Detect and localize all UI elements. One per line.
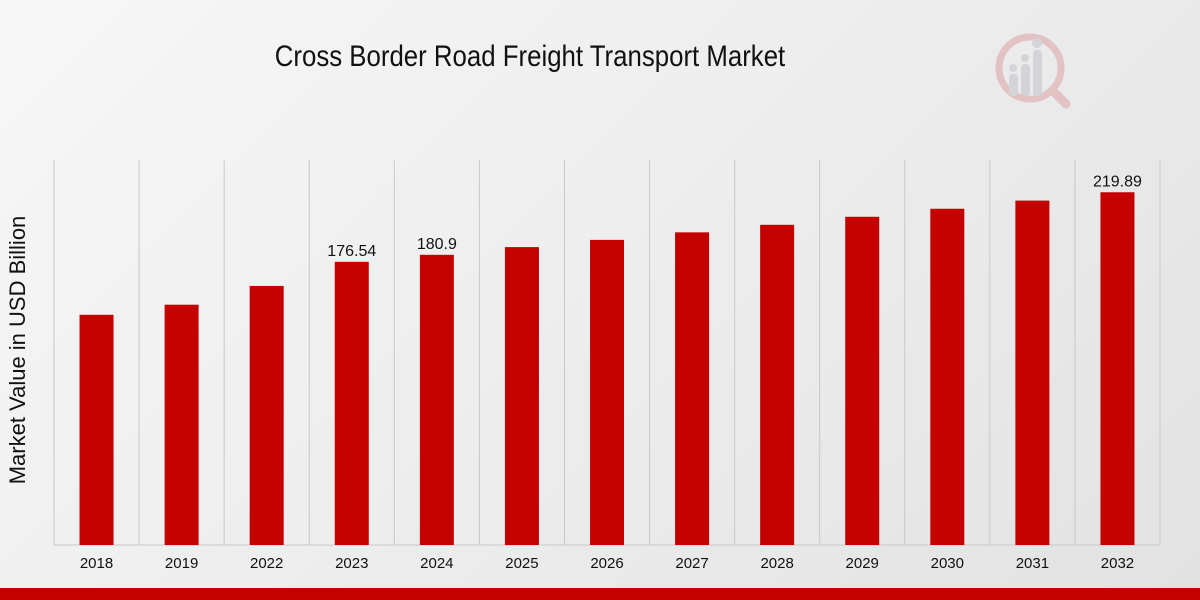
x-tick-label: 2024 bbox=[420, 555, 453, 572]
data-label-2023: 176.54 bbox=[327, 243, 376, 260]
x-tick-label: 2025 bbox=[505, 555, 538, 572]
x-tick-label: 2028 bbox=[760, 555, 793, 572]
chart-title: Cross Border Road Freight Transport Mark… bbox=[274, 40, 786, 73]
bar-2032 bbox=[1100, 192, 1135, 545]
x-tick-label: 2030 bbox=[931, 555, 964, 572]
data-label-2032: 219.89 bbox=[1093, 173, 1142, 190]
data-label-2024: 180.9 bbox=[417, 236, 457, 253]
x-tick-label: 2023 bbox=[335, 555, 368, 572]
x-tick-label: 2018 bbox=[80, 555, 113, 572]
bar-2023 bbox=[334, 261, 369, 545]
bar-2019 bbox=[164, 304, 199, 545]
bar-2022 bbox=[249, 285, 284, 545]
x-tick-label: 2032 bbox=[1101, 555, 1134, 572]
bar-2027 bbox=[675, 232, 710, 546]
bar-2024 bbox=[419, 254, 454, 545]
brand-logo-icon bbox=[995, 33, 1071, 109]
x-tick-label: 2029 bbox=[846, 555, 879, 572]
x-tick-label: 2022 bbox=[250, 555, 283, 572]
x-tick-label: 2027 bbox=[675, 555, 708, 572]
footer-accent-bar bbox=[0, 588, 1200, 600]
y-axis-label: Market Value in USD Billion bbox=[5, 216, 30, 485]
data-labels: 176.54 180.9 219.89 bbox=[327, 173, 1142, 260]
x-tick-label: 2031 bbox=[1016, 555, 1049, 572]
x-tick-labels: 2018 2019 2022 2023 2024 2025 2026 2027 2028 2029… bbox=[80, 555, 1134, 572]
bar-2030 bbox=[930, 208, 965, 545]
bar-2018 bbox=[79, 314, 114, 545]
bar-2029 bbox=[845, 216, 880, 545]
bar-2026 bbox=[590, 239, 624, 545]
bars bbox=[79, 192, 1135, 546]
bar-2028 bbox=[760, 224, 795, 545]
bar-2031 bbox=[1015, 200, 1050, 545]
bar-2025 bbox=[504, 247, 539, 545]
x-tick-label: 2026 bbox=[590, 555, 623, 572]
gridlines bbox=[53, 160, 1161, 546]
x-tick-label: 2019 bbox=[165, 555, 198, 572]
